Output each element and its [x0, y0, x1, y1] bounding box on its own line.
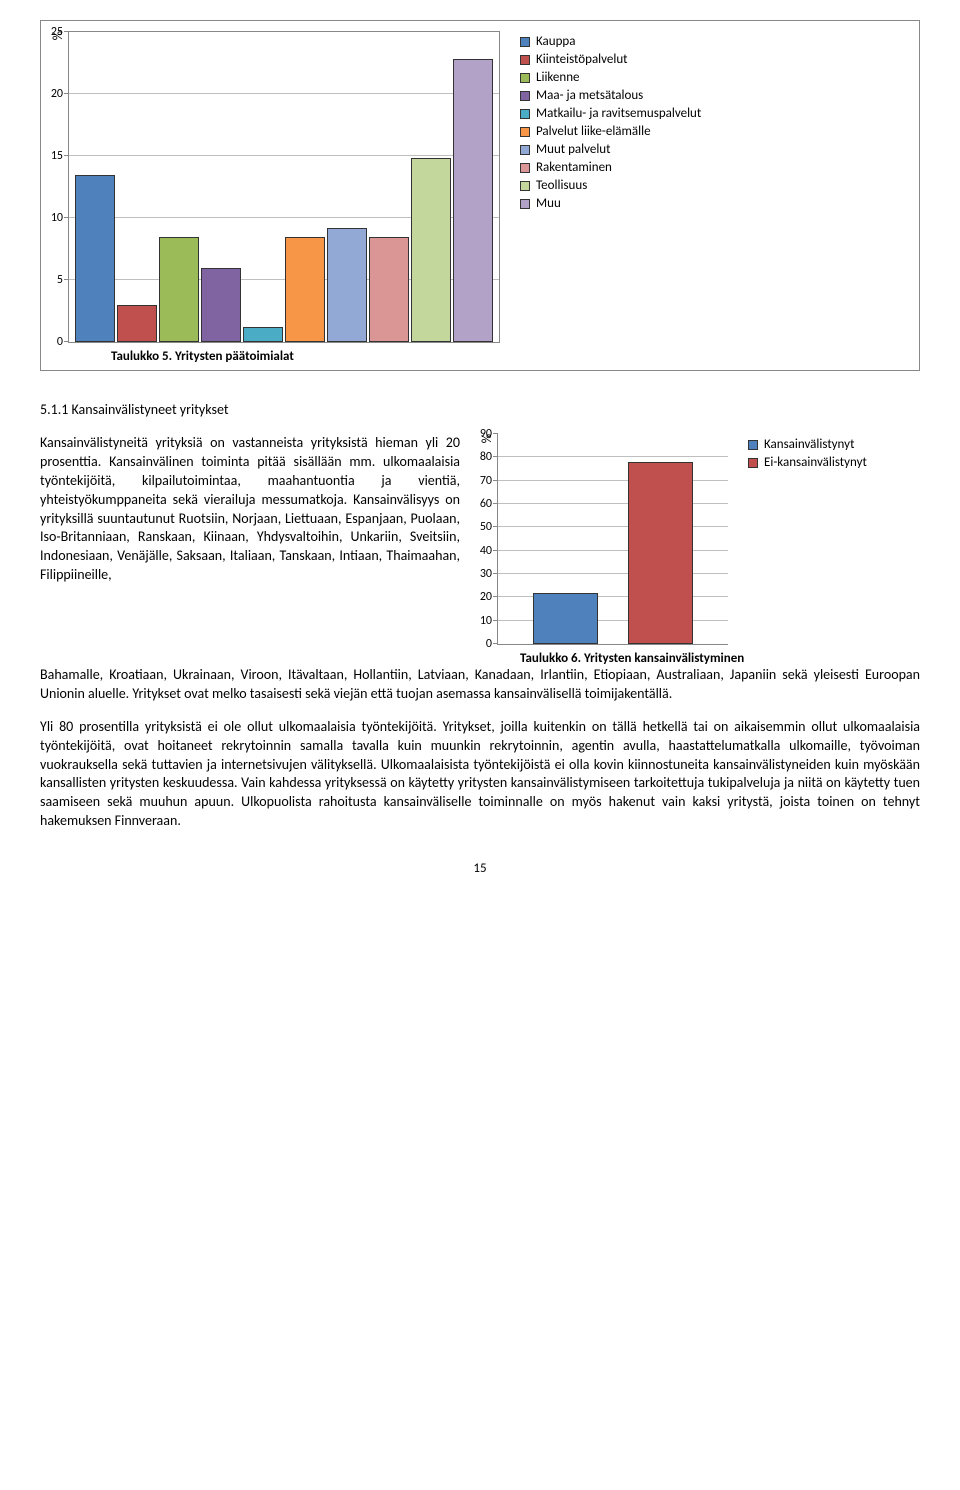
ytick-label: 20 — [480, 590, 498, 604]
legend-label: Muut palvelut — [536, 142, 611, 157]
ytick-label: 20 — [51, 87, 69, 101]
legend-swatch — [520, 37, 530, 47]
legend-label: Ei-kansainvälistynyt — [764, 455, 867, 470]
bar — [533, 593, 598, 644]
ytick-label: 0 — [57, 335, 69, 349]
legend-swatch — [520, 163, 530, 173]
ytick-label: 5 — [57, 273, 69, 287]
legend-item: Muu — [520, 196, 701, 211]
chart2-legend: Kansainvälistynyt Ei-kansainvälistynyt — [748, 434, 867, 473]
bar — [411, 158, 451, 342]
section-heading: 5.1.1 Kansainvälistyneet yritykset — [40, 401, 920, 418]
bars-group — [69, 32, 499, 342]
legend-label: Teollisuus — [536, 178, 587, 193]
legend-swatch — [520, 181, 530, 191]
legend-item: Palvelut liike-elämälle — [520, 124, 701, 139]
chart2-caption: Taulukko 6. Yritysten kansainvälistymine… — [520, 651, 920, 666]
bar — [453, 59, 493, 342]
ytick-label: 25 — [51, 25, 69, 39]
bar — [327, 228, 367, 342]
bar — [369, 237, 409, 342]
bar — [117, 305, 157, 342]
chart2-plot-area: 0102030405060708090 — [497, 434, 728, 645]
ytick-label: 15 — [51, 149, 69, 163]
legend-item: Kauppa — [520, 34, 701, 49]
chart1-plot: 0510152025 — [68, 31, 500, 343]
legend-swatch — [520, 91, 530, 101]
ytick-label: 90 — [480, 427, 498, 441]
ytick-label: 10 — [51, 211, 69, 225]
legend-label: Palvelut liike-elämälle — [536, 124, 651, 139]
legend-swatch — [520, 127, 530, 137]
chart1-legend: Kauppa Kiinteistöpalvelut Liikenne Maa- ja … — [520, 31, 701, 214]
legend-label: Maa- ja metsätalous — [536, 88, 643, 103]
legend-swatch — [520, 145, 530, 155]
bar — [75, 175, 115, 342]
legend-swatch — [520, 199, 530, 209]
chart1-container: % 0510152025 KauppaKiinteistöpalvelutLii… — [40, 20, 920, 371]
chart1-caption: Taulukko 5. Yritysten päätoimialat — [111, 349, 909, 364]
ytick-label: 30 — [480, 567, 498, 581]
legend-swatch — [748, 458, 758, 468]
legend-swatch — [520, 109, 530, 119]
legend-item: Ei-kansainvälistynyt — [748, 455, 867, 470]
legend-item: Liikenne — [520, 70, 701, 85]
paragraph-2: Yli 80 prosentilla yrityksistä ei ole ol… — [40, 718, 920, 831]
chart1-plot-area: 0510152025 — [68, 31, 500, 343]
bar — [159, 237, 199, 342]
page-number: 15 — [40, 861, 920, 876]
legend-item: Matkailu- ja ravitsemuspalvelut — [520, 106, 701, 121]
ytick-label: 0 — [486, 637, 498, 651]
legend-swatch — [520, 73, 530, 83]
legend-swatch — [520, 55, 530, 65]
bar — [243, 327, 283, 342]
ytick-label: 80 — [480, 450, 498, 464]
ytick-label: 50 — [480, 520, 498, 534]
legend-item: Kansainvälistynyt — [748, 437, 867, 452]
legend-item: Muut palvelut — [520, 142, 701, 157]
paragraph-1: Kansainvälistyneitä yrityksiä on vastann… — [40, 434, 460, 585]
chart2-container: % 0102030405060708090 KansainvälistynytE… — [480, 434, 920, 666]
legend-label: Liikenne — [536, 70, 580, 85]
ytick-label: 40 — [480, 544, 498, 558]
legend-label: Rakentaminen — [536, 160, 612, 175]
legend-swatch — [748, 440, 758, 450]
bars-group — [498, 434, 728, 644]
legend-item: Kiinteistöpalvelut — [520, 52, 701, 67]
ytick-label: 60 — [480, 497, 498, 511]
legend-label: Muu — [536, 196, 561, 211]
legend-label: Matkailu- ja ravitsemuspalvelut — [536, 106, 701, 121]
legend-label: Kiinteistöpalvelut — [536, 52, 628, 67]
legend-label: Kauppa — [536, 34, 575, 49]
paragraph-1-continued: Bahamalle, Kroatiaan, Ukrainaan, Viroon,… — [40, 666, 920, 704]
legend-item: Rakentaminen — [520, 160, 701, 175]
bar — [628, 462, 693, 644]
bar — [201, 268, 241, 342]
bar — [285, 237, 325, 342]
chart2-plot: 0102030405060708090 — [497, 434, 728, 645]
legend-item: Teollisuus — [520, 178, 701, 193]
ytick-label: 70 — [480, 474, 498, 488]
legend-item: Maa- ja metsätalous — [520, 88, 701, 103]
legend-label: Kansainvälistynyt — [764, 437, 854, 452]
ytick-label: 10 — [480, 614, 498, 628]
